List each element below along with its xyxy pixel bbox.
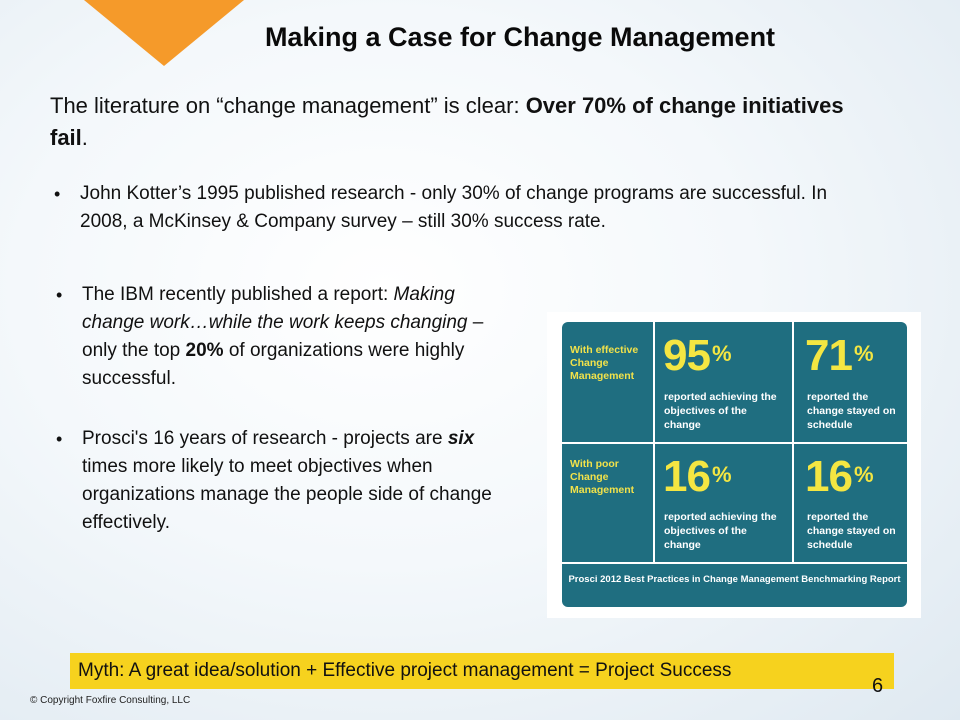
intro-text-1: The literature on “change management” is… (50, 93, 526, 118)
grid-divider-h2 (562, 562, 907, 564)
bullet-prosci: • Prosci's 16 years of research - projec… (56, 425, 512, 537)
orange-triangle-decoration (84, 0, 244, 66)
bullet-marker: • (56, 429, 63, 449)
stat-value: 16% (805, 452, 873, 501)
prosci-infographic: With effective Change Management With po… (547, 312, 921, 618)
page-number: 6 (872, 675, 884, 697)
intro-statement: The literature on “change management” is… (50, 90, 850, 154)
bullet-marker: • (56, 285, 63, 305)
intro-text-2: . (81, 125, 88, 150)
ibm-text-3: of organizations were highly successful. (82, 340, 465, 389)
bullet-kotter-text: John Kotter’s 1995 published research - … (80, 183, 828, 232)
grid-divider-h1 (562, 442, 907, 444)
stat-description: reported the change stayed on schedule (807, 391, 896, 431)
bullet-kotter: • John Kotter’s 1995 published research … (54, 180, 840, 236)
ibm-text-2: – only the top (82, 312, 484, 361)
myth-banner: Myth: A great idea/solution + Effective … (70, 653, 894, 689)
stat-value: 71% (805, 331, 873, 380)
stat-description: reported achieving the objectives of the… (664, 391, 777, 431)
stat-value: 16% (663, 452, 731, 501)
row-label-poor: With poor Change Management (570, 458, 635, 496)
prosci-six: six (447, 428, 475, 449)
ibm-percent: 20% (185, 340, 224, 361)
infographic-source: Prosci 2012 Best Practices in Change Man… (568, 574, 901, 585)
stat-description: reported the change stayed on schedule (807, 511, 896, 551)
ibm-report-title: Making change work…while the work keeps … (82, 284, 468, 333)
slide-title: Making a Case for Change Management (264, 22, 776, 52)
copyright-notice: © Copyright Foxfire Consulting, LLC (30, 695, 191, 706)
intro-bold-claim: Over 70% of change initiatives fail (50, 93, 844, 150)
ibm-text-1: The IBM recently published a report: (82, 284, 394, 305)
infographic-grid: With effective Change Management With po… (562, 322, 907, 607)
prosci-text-1: Prosci's 16 years of research - projects… (82, 428, 448, 449)
bullet-marker: • (54, 184, 61, 204)
row-label-effective: With effective Change Management (570, 344, 639, 382)
stat-value: 95% (663, 331, 731, 380)
bullet-ibm: • The IBM recently published a report: M… (56, 281, 502, 393)
stat-description: reported achieving the objectives of the… (664, 511, 777, 551)
prosci-text-2: times more likely to meet objectives whe… (82, 456, 492, 533)
